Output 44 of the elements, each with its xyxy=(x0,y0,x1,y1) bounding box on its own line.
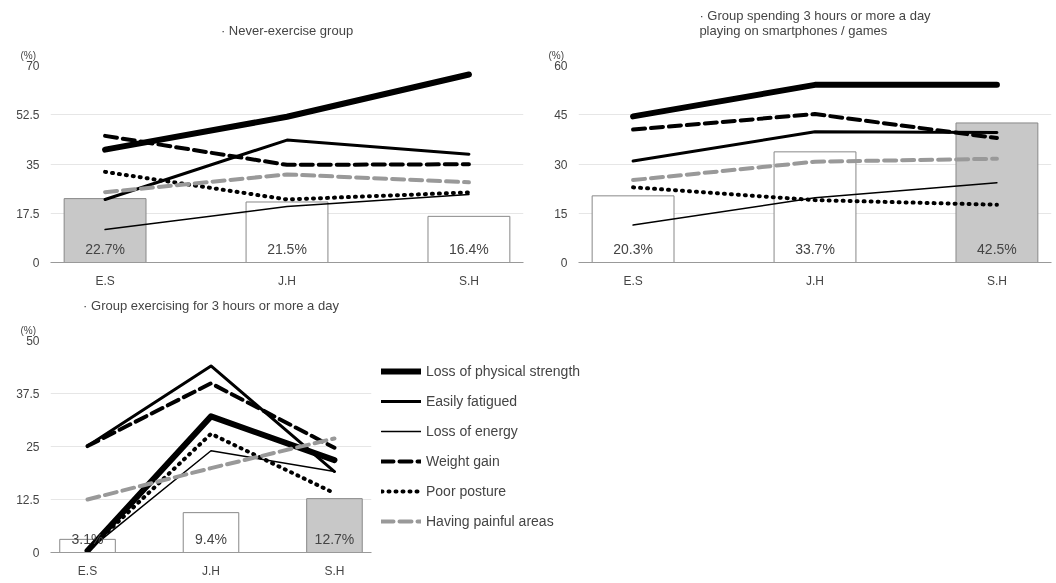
data-label: 22.7% xyxy=(85,240,125,257)
y-tick-label: 0 xyxy=(560,256,568,270)
chart-title: · Never-exercise group xyxy=(220,22,354,38)
y-tick-label: 30 xyxy=(554,157,568,172)
data-label: 12.7% xyxy=(314,530,355,547)
data-label: 21.5% xyxy=(267,240,307,257)
x-tick-label: E.S xyxy=(623,273,643,288)
legend-label: Loss of energy xyxy=(426,423,518,439)
legend-label: Having painful areas xyxy=(426,513,554,529)
x-tick-label: J.H xyxy=(806,273,824,288)
data-label: 9.4% xyxy=(195,530,227,547)
data-label: 16.4% xyxy=(449,240,489,257)
y-tick-label: 35 xyxy=(26,157,40,172)
y-tick-label: 70 xyxy=(26,59,40,73)
y-tick-label: 45 xyxy=(554,108,568,123)
y-tick-label: 25 xyxy=(26,440,40,454)
chart-title: · Group spending 3 hours or more a day playing on smartphones / games xyxy=(699,7,932,38)
y-tick-label: 0 xyxy=(32,256,40,270)
y-tick-label: 15 xyxy=(554,206,568,221)
x-tick-label: J.H xyxy=(278,273,296,288)
data-label: 20.3% xyxy=(613,240,653,257)
data-label: 42.5% xyxy=(977,240,1017,257)
x-tick-label: S.H xyxy=(986,273,1007,288)
y-tick-label: 52.5 xyxy=(16,108,40,123)
x-tick-label: E.S xyxy=(77,563,98,578)
y-axis-title: (%) xyxy=(548,49,565,61)
y-tick-label: 50 xyxy=(26,334,40,348)
y-tick-label: 60 xyxy=(554,59,568,73)
x-tick-label: E.S xyxy=(95,273,115,288)
x-tick-label: S.H xyxy=(324,563,345,578)
y-axis-title: (%) xyxy=(20,49,37,61)
legend-label: Poor posture xyxy=(426,483,507,499)
legend-label: Weight gain xyxy=(426,453,500,469)
legend-label: Easily fatigued xyxy=(426,393,518,409)
x-tick-label: J.H xyxy=(202,563,220,578)
legend-label: Loss of physical strength xyxy=(426,363,581,379)
x-tick-label: S.H xyxy=(458,273,479,288)
y-tick-label: 37.5 xyxy=(16,387,40,401)
y-tick-label: 12.5 xyxy=(16,493,40,507)
y-tick-label: 0 xyxy=(32,546,40,560)
data-label: 33.7% xyxy=(795,240,835,257)
y-axis-title: (%) xyxy=(20,324,37,336)
y-tick-label: 17.5 xyxy=(16,206,40,221)
chart-title: · Group exercising for 3 hours or more a day xyxy=(83,297,340,313)
